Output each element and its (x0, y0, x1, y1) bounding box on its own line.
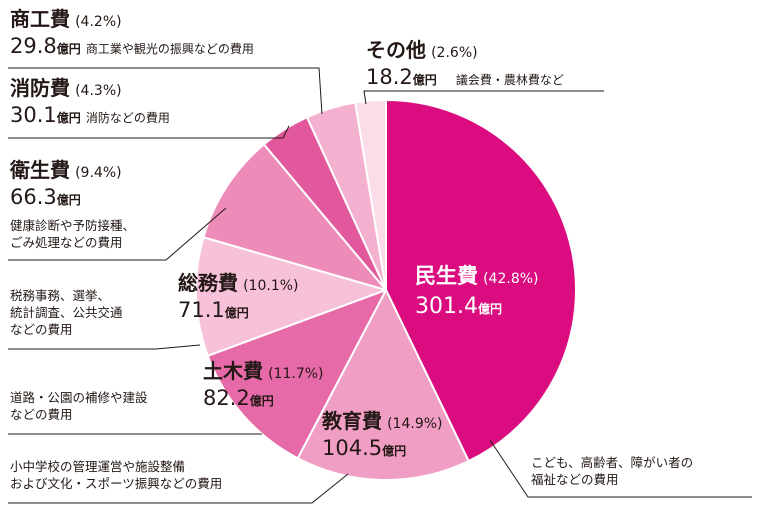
slice-value: 82.2 (203, 386, 250, 410)
slice-name: 土木費 (203, 359, 263, 383)
slice-value: 71.1 (178, 298, 225, 322)
slice-value: 66.3 (10, 185, 57, 209)
slice-label-minsei: 民生費 (42.8%) 301.4億円 (415, 266, 539, 318)
slice-name: 衛生費 (10, 158, 70, 182)
slice-name: 消防費 (10, 76, 70, 100)
slice-label-eisei: 衛生費 (9.4%) 66.3億円 (10, 160, 122, 208)
description-line: こども、高齢者、障がい者の (531, 455, 694, 470)
leader-line-eisei (8, 207, 227, 261)
slice-percent: (4.2%) (75, 14, 122, 30)
slice-name: その他 (366, 38, 426, 62)
slice-label-somu: 総務費 (10.1%) 71.1億円 (178, 273, 299, 321)
slice-name: 民生費 (415, 264, 478, 288)
leader-line-sonota (363, 90, 604, 105)
slice-value: 301.4 (415, 294, 478, 319)
slice-name: 商工費 (10, 7, 70, 31)
description-line: などの費用 (10, 407, 73, 422)
description-line: 小中学校の管理運営や施設整備 (10, 459, 186, 474)
slice-unit: 億円 (477, 302, 502, 316)
slice-name: 総務費 (178, 271, 238, 295)
leader-line-shobo (8, 125, 290, 139)
slice-description: 商工業や観光の振興などの費用 (85, 42, 254, 56)
leader-line-kyoiku (8, 473, 349, 504)
slice-unit: 億円 (412, 73, 437, 87)
description-line: 福祉などの費用 (531, 472, 619, 487)
slice-value: 30.1 (10, 103, 57, 127)
slice-value: 29.8 (10, 34, 57, 58)
description-line: ごみ処理などの費用 (10, 235, 123, 250)
slice-unit: 億円 (56, 111, 81, 125)
slice-label-sonota: その他 (2.6%) 18.2億円 議会費・農林費など (366, 40, 564, 88)
pie-slices (195, 98, 577, 481)
slice-unit: 億円 (224, 306, 249, 320)
leader-line-somu (8, 344, 201, 350)
slice-description-somu: 税務事務、選挙、 統計調査、公共交通 などの費用 (10, 287, 123, 338)
slice-label-shoko: 商工費 (4.2%) 29.8億円 商工業や観光の振興などの費用 (10, 9, 254, 57)
slice-percent: (9.4%) (75, 165, 122, 181)
description-line: 道路・公園の補修や建設 (10, 390, 148, 405)
slice-name: 教育費 (322, 409, 382, 433)
slice-unit: 億円 (249, 394, 274, 408)
slice-value: 18.2 (366, 65, 413, 89)
pie-slice-doboku (206, 289, 387, 460)
slice-description-eisei: 健康診断や予防接種、 ごみ処理などの費用 (10, 217, 135, 251)
leader-line-minsei (489, 439, 752, 498)
description-line: などの費用 (10, 322, 73, 337)
slice-label-doboku: 土木費 (11.7%) 82.2億円 (203, 361, 324, 409)
slice-description: 消防などの費用 (85, 111, 170, 125)
slice-label-kyoiku: 教育費 (14.9%) 104.5億円 (322, 411, 443, 459)
pie-slice-kyoiku (296, 289, 470, 481)
slice-label-shobo: 消防費 (4.3%) 30.1億円 消防などの費用 (10, 78, 170, 126)
slice-unit: 億円 (56, 193, 81, 207)
slice-percent: (2.6%) (431, 45, 478, 61)
slice-unit: 億円 (382, 444, 407, 458)
description-line: および文化・スポーツ振興などの費用 (10, 476, 223, 491)
slice-value: 104.5 (322, 436, 383, 460)
description-line: 税務事務、選挙、 (10, 288, 111, 303)
slice-description: 議会費・農林費など (455, 73, 564, 87)
pie-slice-sonota (354, 98, 387, 291)
pie-slice-eisei (202, 143, 387, 291)
slice-percent: (4.3%) (75, 83, 122, 99)
slice-unit: 億円 (56, 42, 81, 56)
description-line: 健康診断や予防接種、 (10, 218, 136, 233)
pie-slice-minsei (385, 99, 577, 463)
leader-line-shoko (8, 67, 323, 115)
slice-percent: (10.1%) (243, 278, 299, 294)
slice-percent: (42.8%) (483, 271, 539, 287)
leader-lines (8, 67, 752, 504)
slice-description-kyoiku: 小中学校の管理運営や施設整備 および文化・スポーツ振興などの費用 (10, 458, 222, 492)
slice-description-minsei: こども、高齢者、障がい者の 福祉などの費用 (531, 454, 693, 488)
pie-slice-somu (195, 236, 387, 357)
slice-percent: (11.7%) (268, 366, 324, 382)
slice-percent: (14.9%) (387, 416, 443, 432)
slice-description-doboku: 道路・公園の補修や建設 などの費用 (10, 389, 148, 423)
description-line: 統計調査、公共交通 (10, 305, 123, 320)
